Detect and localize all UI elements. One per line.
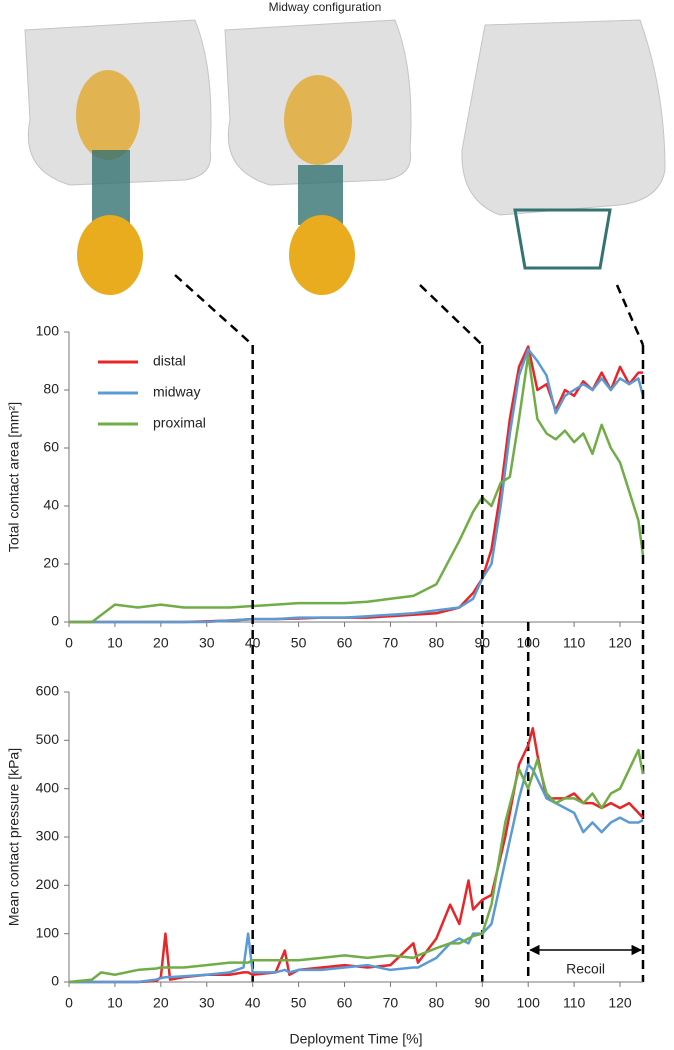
- x-tick-label: 90: [474, 995, 490, 1011]
- render-proximal: [461, 19, 666, 270]
- x-tick-label: 0: [65, 995, 73, 1011]
- x-tick-label: 120: [608, 995, 632, 1011]
- y-tick-label: 500: [36, 731, 60, 747]
- x-tick-label: 90: [474, 635, 490, 651]
- y-axis-label: Total contact area [mm²]: [6, 402, 22, 552]
- annotation-label: Recoil: [566, 961, 605, 977]
- data-line: [69, 727, 644, 984]
- x-tick-label: 30: [199, 995, 215, 1011]
- y-tick-label: 0: [51, 613, 59, 629]
- data-line: [69, 763, 644, 984]
- x-tick-label: 100: [517, 995, 541, 1011]
- x-tick-label: 0: [65, 635, 73, 651]
- y-tick-label: 600: [36, 683, 60, 699]
- x-tick-label: 110: [563, 635, 586, 651]
- y-tick-label: 100: [36, 323, 60, 339]
- y-tick-label: 0: [51, 973, 59, 989]
- y-tick-label: 400: [36, 779, 60, 795]
- data-line: [69, 353, 645, 624]
- x-tick-label: 60: [337, 635, 353, 651]
- render-midway: [224, 19, 412, 295]
- x-tick-label: 120: [608, 635, 632, 651]
- legend-label: proximal: [153, 415, 206, 431]
- x-tick-label: 30: [199, 635, 215, 651]
- y-tick-label: 300: [36, 828, 60, 844]
- y-tick-label: 40: [43, 497, 59, 513]
- render-distal: [24, 19, 212, 295]
- legend-label: midway: [153, 384, 200, 400]
- x-tick-label: 10: [107, 635, 123, 651]
- y-tick-label: 200: [36, 876, 60, 892]
- x-tick-label: 40: [245, 995, 261, 1011]
- x-tick-label: 80: [429, 635, 445, 651]
- x-tick-label: 20: [153, 635, 169, 651]
- x-axis-label: Deployment Time [%]: [289, 1031, 422, 1047]
- x-tick-label: 70: [383, 635, 399, 651]
- y-tick-label: 20: [43, 555, 59, 571]
- data-line: [69, 348, 645, 624]
- x-tick-label: 20: [153, 995, 169, 1011]
- callout-line: [615, 284, 645, 346]
- x-tick-label: 10: [107, 995, 123, 1011]
- x-tick-label: 70: [383, 995, 399, 1011]
- data-line: [68, 748, 645, 984]
- x-tick-label: 80: [429, 995, 445, 1011]
- x-tick-label: 50: [291, 995, 307, 1011]
- legend-label: distal: [153, 353, 186, 369]
- x-tick-label: 50: [291, 635, 307, 651]
- x-tick-label: 60: [337, 995, 353, 1011]
- callout-line: [174, 274, 254, 346]
- y-tick-label: 100: [36, 924, 60, 940]
- callout-line: [419, 284, 484, 346]
- figure-title: Midway configuration: [269, 0, 382, 14]
- x-tick-label: 110: [563, 995, 586, 1011]
- y-tick-label: 80: [43, 381, 59, 397]
- y-tick-label: 60: [43, 439, 59, 455]
- y-axis-label: Mean contact pressure [kPa]: [6, 748, 22, 926]
- x-tick-label: 40: [245, 635, 261, 651]
